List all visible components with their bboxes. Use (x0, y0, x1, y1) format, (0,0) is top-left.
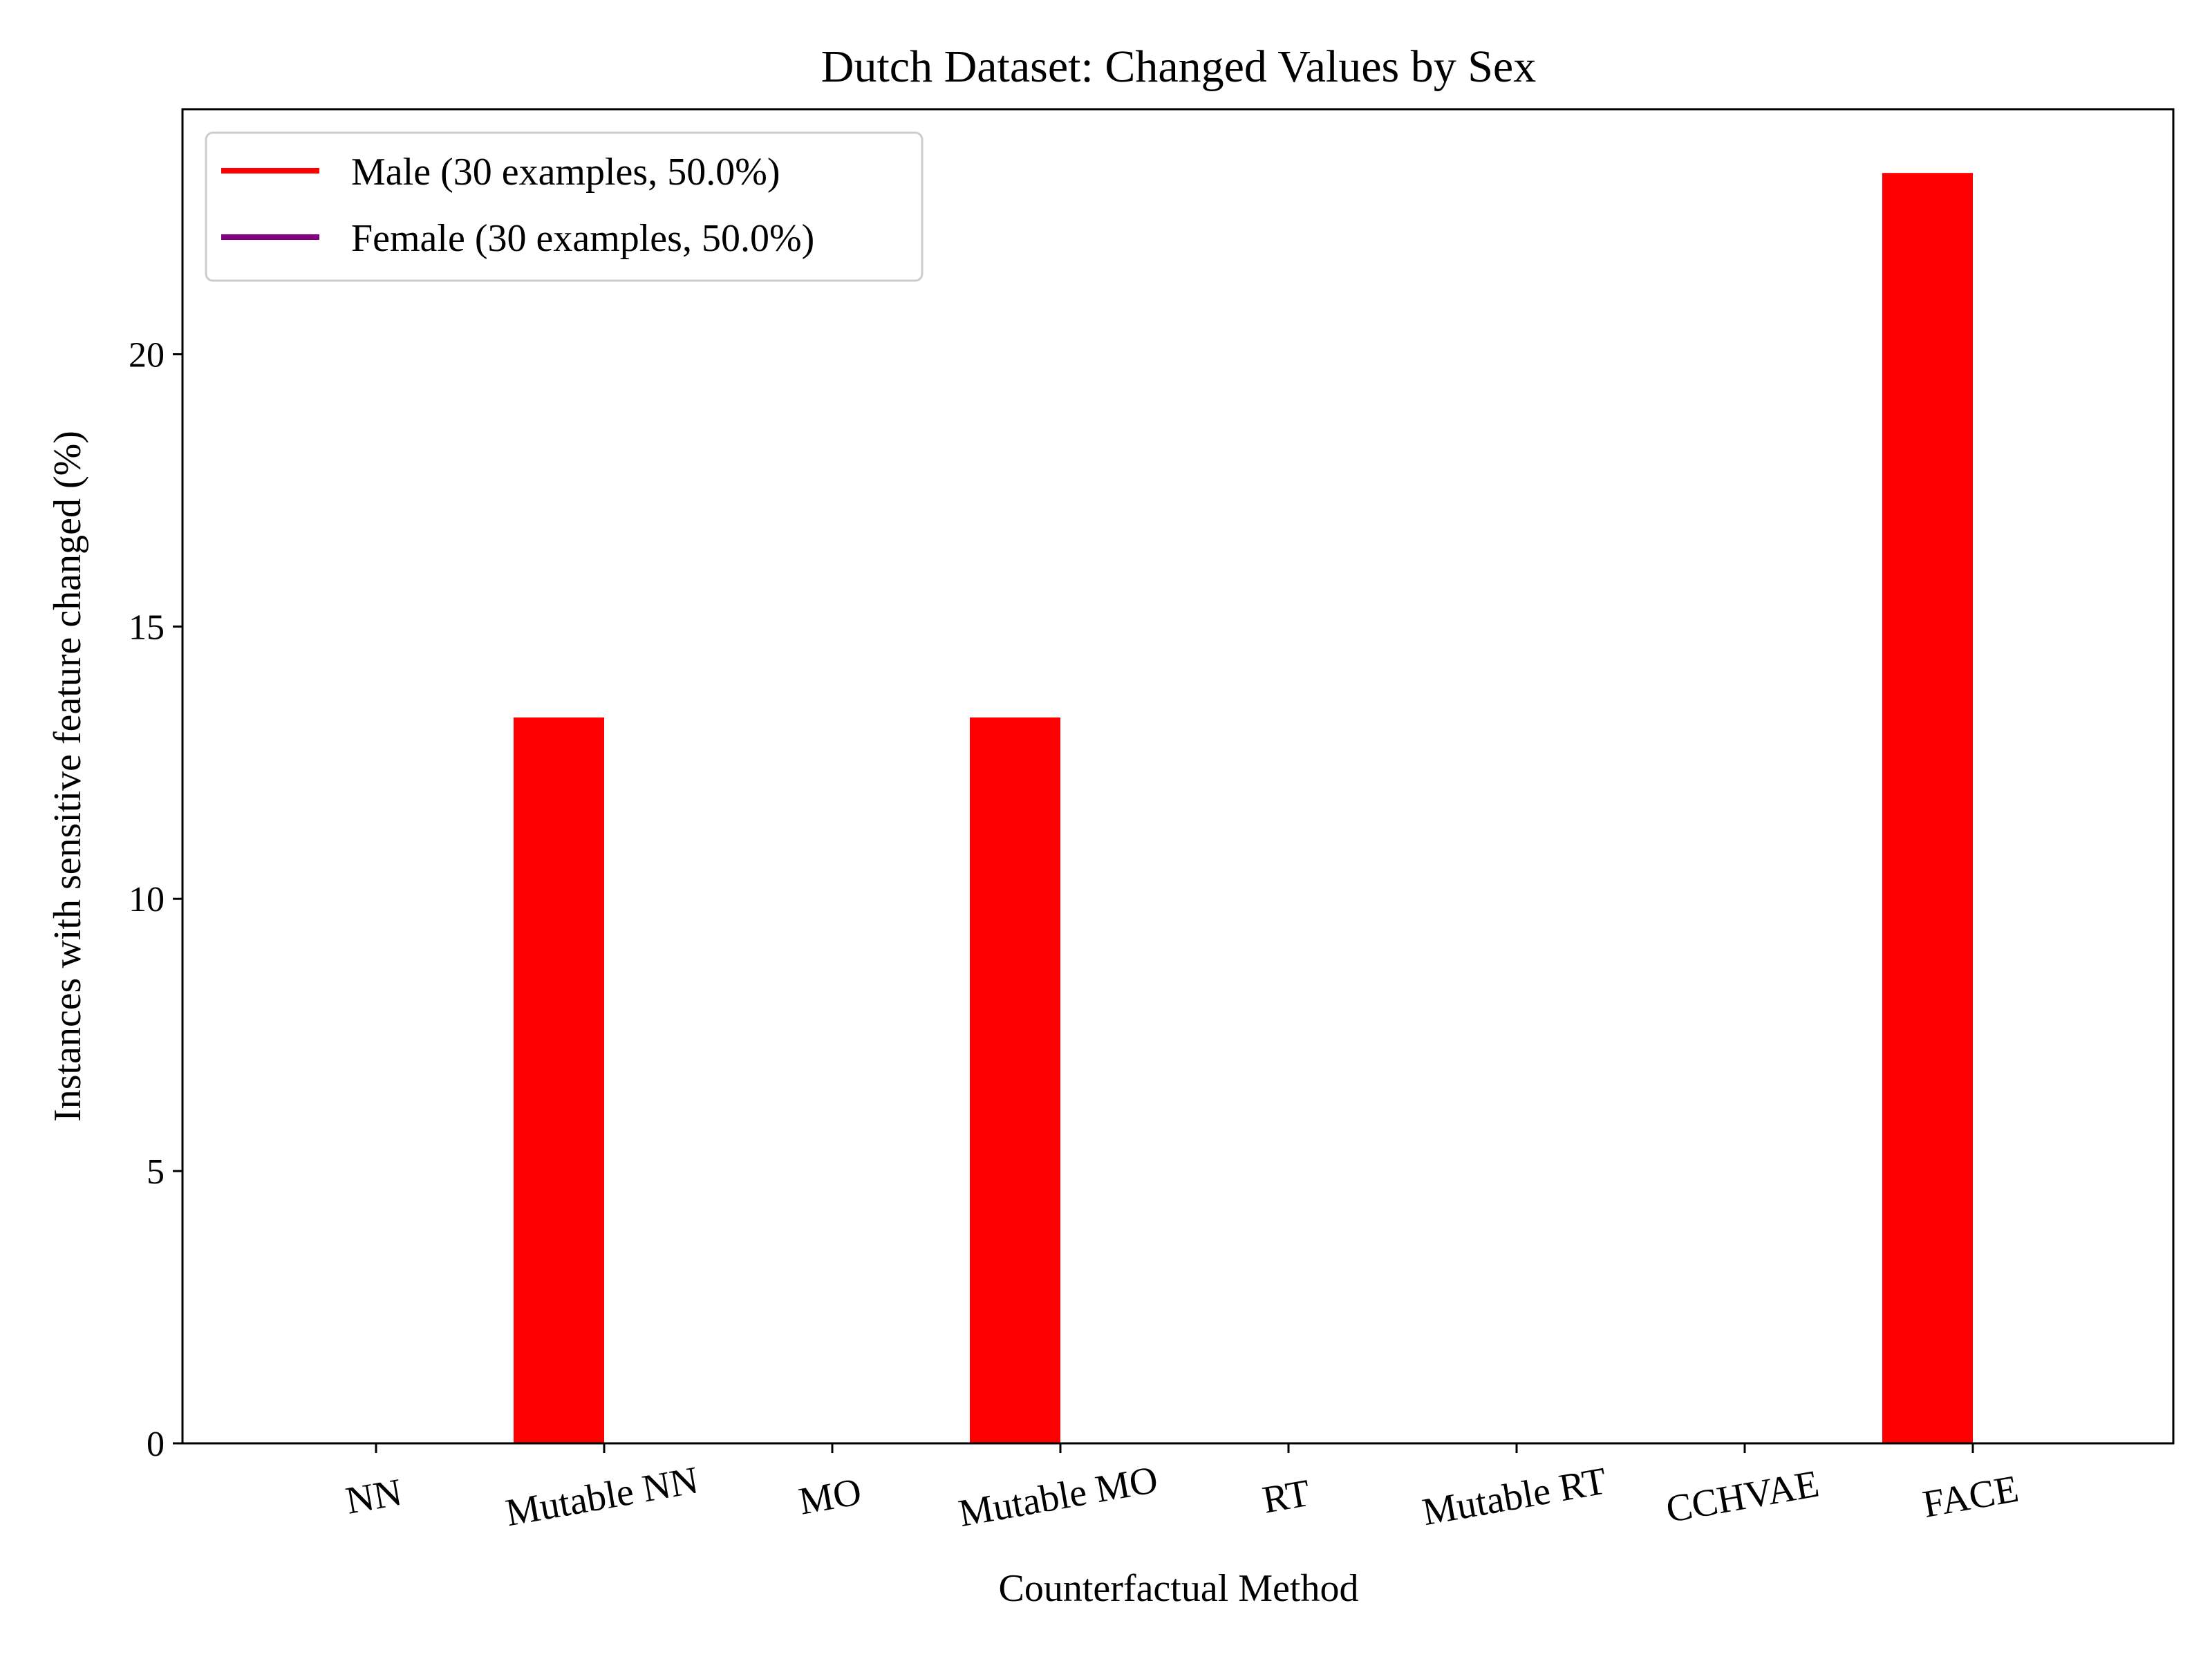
y-tick-label-20: 20 (129, 335, 165, 375)
x-axis-label: Counterfactual Method (999, 1567, 1359, 1610)
legend-male-label: Male (30 examples, 50.0%) (351, 151, 780, 194)
x-tick-label-mo: MO (796, 1470, 865, 1524)
y-tick-label-10: 10 (129, 880, 165, 919)
bars-layer (514, 173, 1973, 1443)
bar-male-mutable-mo (970, 717, 1060, 1443)
legend-female-label: Female (30 examples, 50.0%) (351, 217, 814, 260)
y-tick-label-0: 0 (147, 1425, 165, 1464)
y-axis: 0 5 10 15 20 (129, 335, 182, 1464)
y-tick-label-5: 5 (147, 1152, 165, 1192)
y-axis-label: Instances with sensitive feature changed… (46, 431, 89, 1122)
chart-title: Dutch Dataset: Changed Values by Sex (821, 41, 1536, 92)
bar-male-face (1882, 173, 1973, 1443)
plot-frame (181, 108, 2175, 1445)
x-tick-label-nn: NN (343, 1471, 405, 1523)
y-tick-label-15: 15 (129, 608, 165, 647)
bar-male-mutable-nn (514, 717, 604, 1443)
legend: Male (30 examples, 50.0%) Female (30 exa… (205, 131, 924, 282)
legend-box (205, 131, 924, 282)
x-tick-label-rt: RT (1259, 1472, 1313, 1522)
